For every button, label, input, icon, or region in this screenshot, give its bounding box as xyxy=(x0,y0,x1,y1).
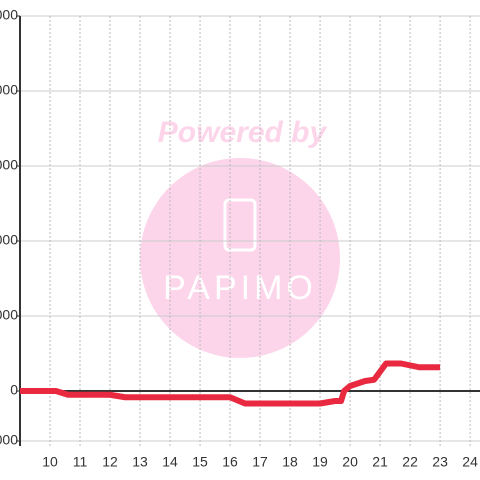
x-tick-label: 22 xyxy=(402,454,418,470)
x-tick-label: 10 xyxy=(42,454,58,470)
x-tick-label: 12 xyxy=(102,454,118,470)
y-tick-label: -20,000 xyxy=(0,432,18,448)
watermark-logo: PAPIMO xyxy=(163,269,317,307)
x-tick-label: 19 xyxy=(312,454,328,470)
x-tick-label: 15 xyxy=(192,454,208,470)
x-tick-label: 14 xyxy=(162,454,178,470)
x-tick-label: 11 xyxy=(73,454,88,470)
x-tick-label: 13 xyxy=(132,454,148,470)
x-tick-label: 21 xyxy=(372,454,388,470)
watermark-title: Powered by xyxy=(158,116,328,149)
line-series xyxy=(20,360,441,407)
x-tick-label: 20 xyxy=(342,454,358,470)
x-tick-label: 17 xyxy=(252,454,268,470)
y-tick-label: 60,000 xyxy=(0,232,18,248)
watermark-icon xyxy=(223,198,257,252)
y-tick-label: 0 xyxy=(10,382,18,398)
y-tick-label: 30,000 xyxy=(0,307,18,323)
x-tick-label: 24 xyxy=(462,454,478,470)
x-tick-label: 16 xyxy=(222,454,238,470)
x-tick-label: 18 xyxy=(282,454,298,470)
x-tick-label: 23 xyxy=(432,454,448,470)
y-tick-label: 150,000 xyxy=(0,7,18,23)
y-tick-label: 120,000 xyxy=(0,82,18,98)
y-tick-label: 90,000 xyxy=(0,157,18,173)
